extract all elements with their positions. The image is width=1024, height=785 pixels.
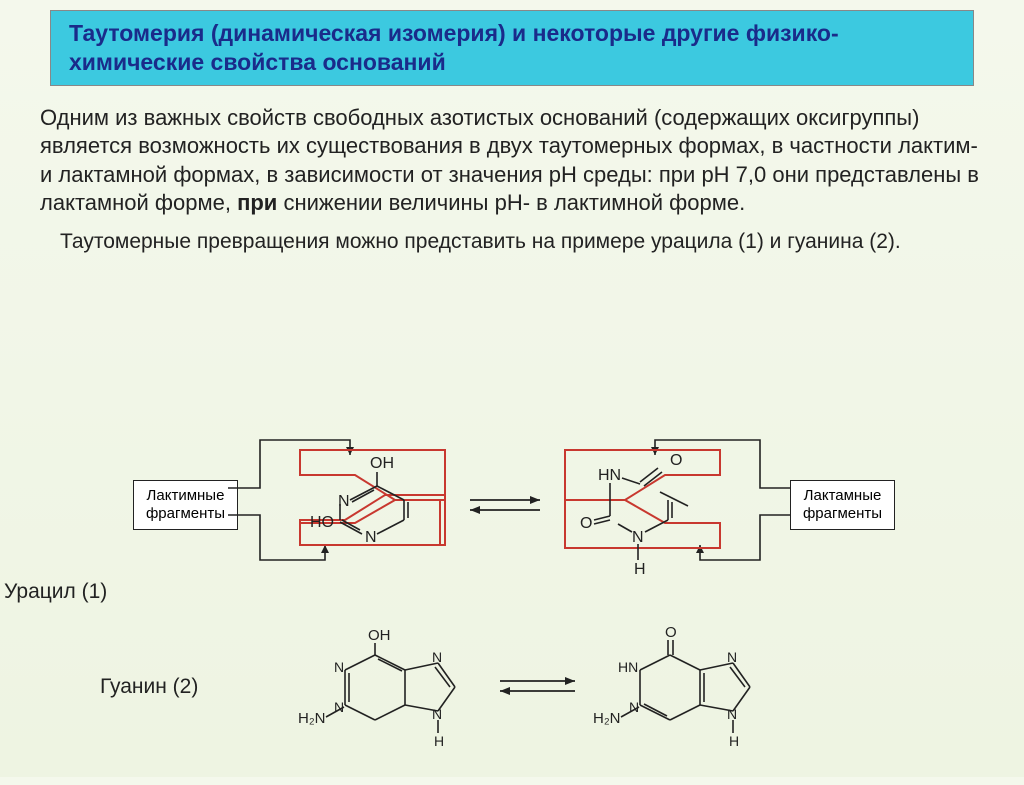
svg-text:HN: HN xyxy=(618,659,638,675)
chemistry-diagram: Лактимные фрагменты Лактамные фрагменты … xyxy=(0,420,1024,770)
paragraph-2: Таутомерные превращения можно представит… xyxy=(60,228,984,255)
title-bar: Таутомерия (динамическая изомерия) и нек… xyxy=(50,10,974,86)
svg-text:O: O xyxy=(670,452,682,469)
svg-text:N: N xyxy=(727,706,737,722)
uracil-label: Урацил (1) xyxy=(4,580,107,604)
svg-text:N: N xyxy=(632,529,644,546)
paragraph-1: Одним из важных свойств свободных азотис… xyxy=(40,104,984,218)
svg-text:H₂N: H₂N xyxy=(593,710,621,727)
svg-text:N: N xyxy=(432,649,442,665)
p1b: при xyxy=(237,190,277,215)
svg-text:H: H xyxy=(729,733,739,749)
svg-text:HO: HO xyxy=(310,514,334,531)
guanine-svg: OH N N N N H H₂N xyxy=(0,615,1024,785)
svg-text:HN: HN xyxy=(598,467,621,484)
svg-text:N: N xyxy=(727,649,737,665)
title-text: Таутомерия (динамическая изомерия) и нек… xyxy=(69,20,839,75)
svg-text:N: N xyxy=(365,529,377,546)
svg-text:O: O xyxy=(665,624,677,641)
p1c: снижении величины pH- в лактимной форме. xyxy=(277,190,745,215)
svg-text:H: H xyxy=(634,561,646,578)
svg-text:OH: OH xyxy=(368,627,391,644)
svg-text:N: N xyxy=(432,706,442,722)
svg-text:H: H xyxy=(434,733,444,749)
svg-text:O: O xyxy=(580,515,592,532)
uracil-svg: OH N N HO O HN xyxy=(0,420,1024,610)
svg-text:H₂N: H₂N xyxy=(298,710,326,727)
svg-text:OH: OH xyxy=(370,455,394,472)
svg-text:N: N xyxy=(334,659,344,675)
